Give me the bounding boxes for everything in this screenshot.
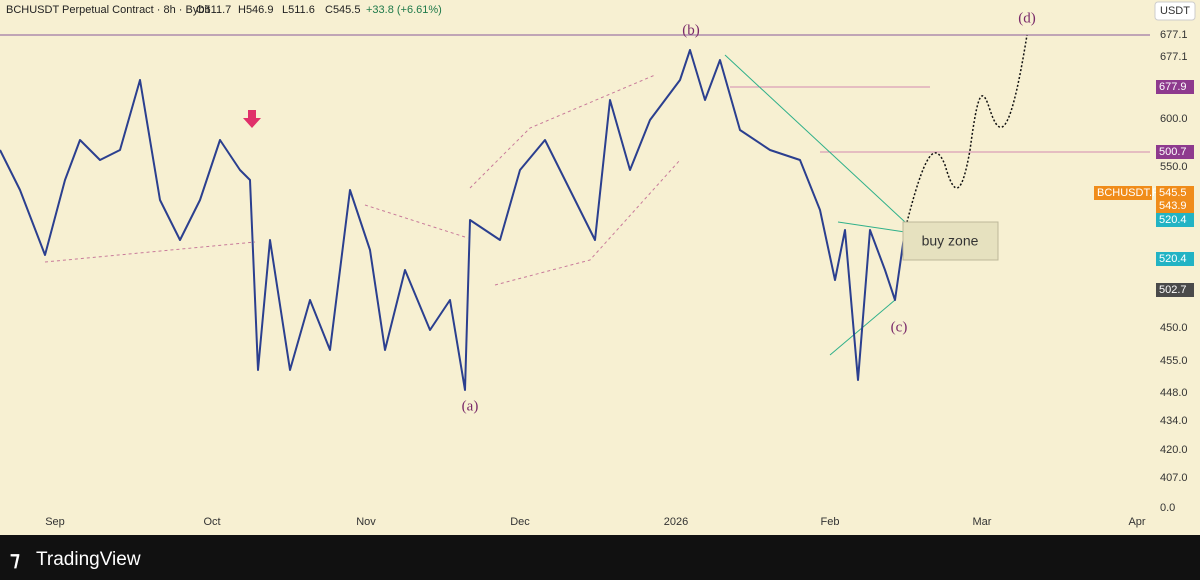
price-tag [1156,283,1194,297]
time-axis-label: Apr [1128,516,1145,528]
price-tag-label: 545.5 [1159,187,1187,199]
time-axis-label: Dec [510,516,530,528]
buy-zone-box [902,221,999,261]
price-axis-label: 677.1 [1160,29,1188,41]
wave-label: (d) [1018,10,1036,26]
price-tag-label: 543.9 [1159,200,1187,212]
price-tag-label: 520.4 [1159,214,1187,226]
price-tag-label: 520.4 [1159,253,1187,265]
ohlc-close: C545.5 [325,4,360,16]
price-tag [1156,199,1194,213]
wave-label: (c) [891,319,908,335]
price-tag-label: 502.7 [1159,284,1187,296]
price-axis-label: 455.0 [1160,355,1188,367]
price-line [0,49,906,391]
time-axis-label: Feb [821,516,840,528]
price-tag [1156,252,1194,266]
price-tag-label: BCHUSDT.P [1097,187,1159,199]
price-axis-label: 600.0 [1160,113,1188,125]
price-axis-label: 0.0 [1160,502,1175,514]
symbol: BCHUSDT Perpetual Contract · 8h · Bybit [6,4,210,16]
price-axis-label: 434.0 [1160,415,1188,427]
triangle-line [724,54,906,223]
price-tag-label: 500.7 [1159,146,1187,158]
ohlc-low: L511.6 [282,4,315,16]
ohlc-open: O511.7 [196,4,231,16]
currency-box [1154,1,1196,21]
buy-zone-label: buy zone [922,233,979,249]
time-axis-label: Sep [45,516,65,528]
price-tag-label: 677.9 [1159,81,1187,93]
channel-line [469,74,656,189]
price-axis-label: 407.0 [1160,472,1188,484]
time-axis-label: Nov [356,516,376,528]
price-change: +33.8 (+6.61%) [366,4,442,16]
ohlc-high: H546.9 [238,4,273,16]
currency: USDT [1160,5,1190,17]
wave-label: (b) [682,22,700,38]
price-tag [1094,186,1152,200]
price-axis-label: 448.0 [1160,387,1188,399]
price-tag [1156,213,1194,227]
time-axis-label: Oct [203,516,220,528]
wave-label: (a) [462,398,479,414]
arrow-icon [243,110,261,128]
brand-icon: ⁊ [10,548,20,570]
price-axis-label: 550.0 [1160,161,1188,173]
price-tag [1156,186,1194,200]
price-axis-label: 420.0 [1160,444,1188,456]
footer-bar [0,535,1200,580]
brand: TradingView [36,549,141,570]
time-axis-label: 2026 [664,516,688,528]
price-axis-label: 677.1 [1160,51,1188,63]
price-axis-label: 450.0 [1160,322,1188,334]
trend-line [364,204,469,239]
trend-line [44,241,256,263]
price-tag [1156,145,1194,159]
triangle-line [837,221,906,233]
channel-line [494,159,681,286]
price-tag [1156,80,1194,94]
time-axis-label: Mar [973,516,992,528]
projection-path [904,34,1028,231]
